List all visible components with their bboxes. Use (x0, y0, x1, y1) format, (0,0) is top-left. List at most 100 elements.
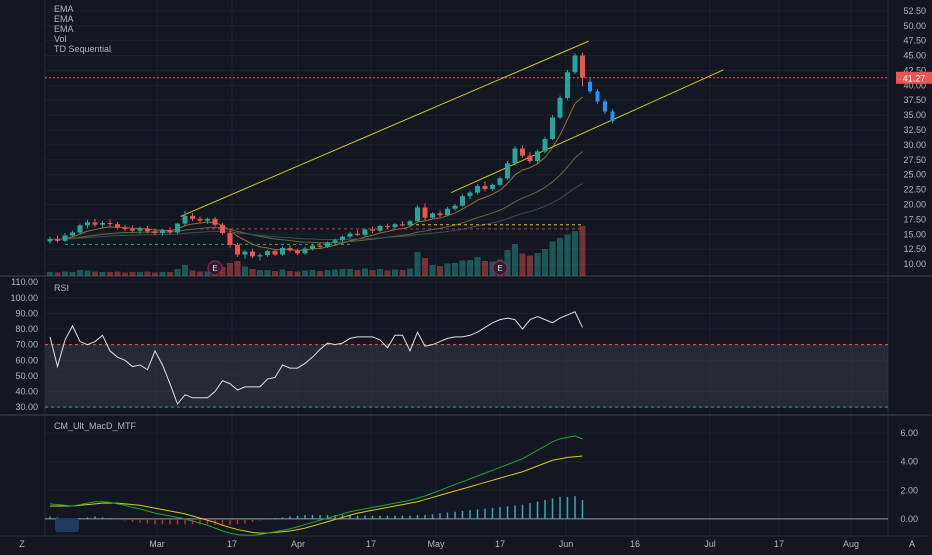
candle-body (257, 255, 263, 257)
volume-bar (69, 272, 76, 276)
time-axis-label: 17 (227, 539, 237, 549)
candle-body (55, 239, 60, 241)
candle-body (250, 251, 255, 257)
main-y-tick: 20.00 (903, 200, 926, 210)
main-y-tick: 17.50 (903, 214, 926, 224)
time-axis-label: Mar (149, 539, 165, 549)
candle-body (280, 247, 285, 255)
volume-bar (99, 272, 106, 276)
time-axis-label: 17 (366, 539, 376, 549)
time-axis-label: Aug (843, 539, 859, 549)
candle-body (527, 155, 533, 162)
current-price-label: 41.27 (903, 73, 926, 83)
current-price-tag (896, 71, 932, 84)
candle-body (332, 240, 338, 243)
candle-body (460, 196, 465, 206)
volume-bar (557, 238, 563, 276)
candle-body (107, 222, 113, 225)
corner-label-right: A (909, 539, 915, 549)
macd-line (49, 435, 583, 536)
volume-bar (489, 261, 496, 276)
main-y-tick: 10.00 (903, 259, 926, 269)
rsi-y-tick: 80.00 (15, 324, 38, 334)
rsi-legend[interactable]: RSI (54, 283, 70, 293)
volume-bar (107, 272, 113, 276)
main-y-tick: 47.50 (903, 36, 926, 46)
volume-bar (272, 271, 278, 276)
candle-body (190, 215, 195, 219)
volume-bar (62, 271, 68, 276)
candle-body (430, 213, 435, 218)
candle-body (242, 251, 248, 255)
volume-bar (302, 270, 308, 276)
volume-bar (437, 266, 443, 276)
candle-body (370, 229, 375, 231)
main-y-tick: 40.00 (903, 80, 926, 90)
legend-td-sequential[interactable]: TD Sequential (54, 44, 112, 54)
legend-ema-1[interactable]: EMA (54, 4, 74, 14)
legend-ema-2[interactable]: EMA (54, 14, 74, 24)
volume-bar (534, 253, 541, 276)
volume-bar (519, 253, 526, 276)
time-axis-label: 17 (495, 539, 505, 549)
volume-bar (227, 263, 233, 276)
candle-body (445, 208, 450, 216)
candle-body (347, 233, 353, 237)
volume-bar (257, 270, 263, 276)
volume-bar (564, 234, 571, 276)
volume-bar (339, 269, 346, 276)
candle-body (437, 213, 443, 216)
candle-body (377, 225, 383, 231)
candle-body (520, 148, 525, 156)
rsi-y-tick: 100.00 (10, 293, 38, 303)
volume-bar (294, 271, 301, 276)
volume-bar (422, 258, 428, 276)
volume-bar (452, 263, 458, 276)
candle-body (467, 192, 473, 197)
candle-body (505, 163, 510, 179)
main-y-tick: 50.00 (903, 21, 926, 31)
macd-y-tick: 2.00 (900, 485, 918, 495)
legend-vol[interactable]: Vol (54, 34, 67, 44)
volume-bar (549, 241, 556, 276)
volume-bar (324, 270, 331, 276)
indicator-logo (55, 518, 79, 532)
main-y-tick: 37.50 (903, 95, 926, 105)
candle-body (392, 224, 398, 228)
candle-body (122, 227, 128, 229)
volume-bar (369, 270, 376, 276)
volume-bar (197, 271, 203, 276)
volume-bar (407, 268, 413, 276)
macd-y-tick: 6.00 (900, 428, 918, 438)
corner-label-left: Z (19, 539, 25, 549)
candle-body (115, 224, 120, 228)
candle-body (422, 207, 428, 218)
main-y-tick: 32.50 (903, 125, 926, 135)
volume-bar (92, 271, 98, 276)
main-y-tick: 22.50 (903, 185, 926, 195)
macd-legend[interactable]: CM_Ult_MacD_MTF (54, 421, 137, 431)
rsi-y-tick: 60.00 (15, 355, 38, 365)
time-axis-label: Apr (291, 539, 305, 549)
volume-bar (204, 271, 211, 276)
candle-body (550, 117, 555, 139)
legend-ema-3[interactable]: EMA (54, 24, 74, 34)
main-y-tick: 35.00 (903, 110, 926, 120)
forecast-candle-body (610, 111, 615, 122)
main-y-tick: 25.00 (903, 170, 926, 180)
candle-body (310, 245, 315, 249)
macd-y-tick: 0.00 (900, 514, 918, 524)
volume-bar (347, 269, 353, 276)
candle-body (47, 239, 53, 242)
earnings-badge (207, 260, 223, 276)
main-y-tick: 52.50 (903, 6, 926, 16)
volume-bar (482, 261, 488, 276)
main-y-tick: 45.00 (903, 51, 926, 61)
time-axis-label: May (427, 539, 445, 549)
candle-body (497, 178, 503, 185)
candle-body (317, 245, 323, 247)
volume-bar (444, 263, 451, 276)
volume-bar (189, 270, 196, 276)
candle-body (490, 184, 495, 190)
